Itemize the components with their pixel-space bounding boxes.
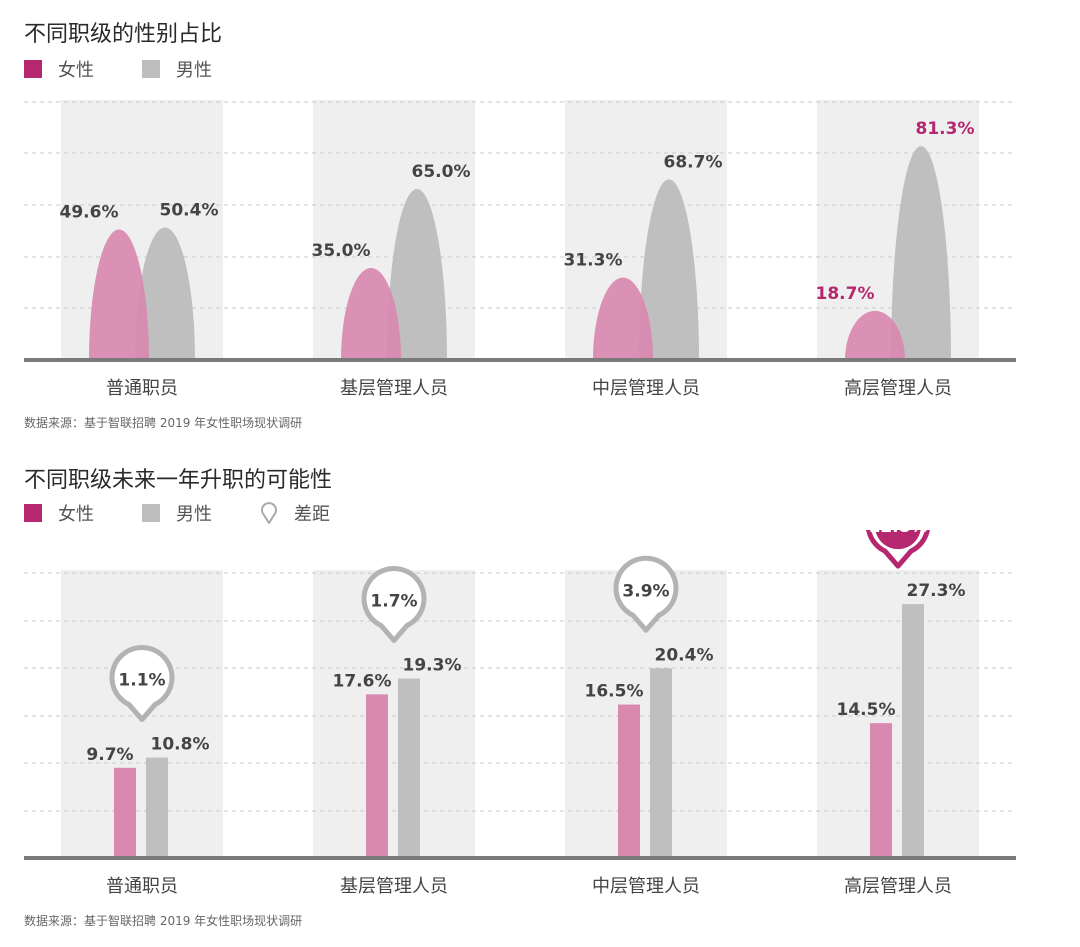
- chart2-plot: 9.7% 10.8% 普通职员 1.1% 17.6% 19.3% 基层管理人员 1.7% 16.…: [24, 530, 1016, 897]
- female-bar: [89, 229, 149, 360]
- gap-pin-fill: [875, 530, 921, 550]
- chart1-source: 数据来源：基于智联招聘 2019 年女性职场现状调研: [24, 416, 303, 430]
- legend2-female-label: 女性: [58, 504, 94, 525]
- female-value-label: 31.3%: [564, 251, 623, 271]
- category-label: 中层管理人员: [592, 876, 700, 897]
- female-swatch: [24, 504, 42, 522]
- gap-value-label: 1.1%: [118, 671, 165, 691]
- legend2-male-label: 男性: [176, 504, 212, 525]
- category-label: 高层管理人员: [844, 876, 952, 897]
- female-value-label: 35.0%: [312, 241, 371, 261]
- female-swatch: [24, 60, 42, 78]
- legend-male: 男性: [142, 56, 212, 82]
- male-value-label: 50.4%: [160, 200, 219, 220]
- pin-icon: [261, 502, 277, 524]
- chart1-title: 不同职级的性别占比: [24, 22, 223, 47]
- legend2-gap: 差距: [260, 500, 330, 526]
- legend-male-label: 男性: [176, 60, 212, 81]
- male-bar: [135, 227, 195, 360]
- female-value-label: 16.5%: [585, 682, 644, 702]
- male-swatch: [142, 504, 160, 522]
- female-bar: [845, 310, 905, 360]
- gap-value-label: 1.7%: [370, 592, 417, 612]
- female-bar: [593, 277, 653, 360]
- legend2-female: 女性: [24, 500, 94, 526]
- female-value-label: 14.5%: [837, 700, 896, 720]
- chart1-legend: 女性 男性: [24, 56, 260, 82]
- category-label: 基层管理人员: [340, 876, 448, 897]
- gap-pin-icon: [109, 645, 175, 723]
- gap-value-label: 12.8%: [869, 530, 928, 537]
- male-bar: [650, 668, 672, 858]
- male-value-label: 81.3%: [916, 119, 975, 139]
- category-label: 基层管理人员: [340, 378, 448, 399]
- male-bar: [398, 678, 420, 858]
- male-value-label: 27.3%: [907, 581, 966, 601]
- male-bar: [639, 179, 699, 360]
- legend-female: 女性: [24, 56, 94, 82]
- male-value-label: 10.8%: [151, 735, 210, 755]
- male-value-label: 20.4%: [655, 645, 714, 665]
- female-value-label: 9.7%: [86, 745, 133, 765]
- gap-value-label: 3.9%: [622, 581, 669, 601]
- category-label: 中层管理人员: [592, 378, 700, 399]
- category-band: [817, 570, 979, 858]
- female-bar: [114, 767, 136, 858]
- category-label: 高层管理人员: [844, 378, 952, 399]
- male-bar: [387, 189, 447, 360]
- gap-pin-icon: [613, 555, 679, 633]
- female-bar: [366, 694, 388, 858]
- female-value-label: 17.6%: [333, 671, 392, 691]
- chart2-title: 不同职级未来一年升职的可能性: [24, 468, 333, 493]
- gap-pin-icon: [361, 565, 427, 644]
- legend-female-label: 女性: [58, 60, 94, 81]
- category-label: 普通职员: [106, 876, 178, 897]
- male-swatch: [142, 60, 160, 78]
- female-bar: [618, 704, 640, 858]
- male-value-label: 68.7%: [664, 152, 723, 172]
- male-bar: [146, 757, 168, 858]
- male-value-label: 65.0%: [412, 162, 471, 182]
- male-value-label: 19.3%: [403, 656, 462, 676]
- female-bar: [341, 267, 401, 360]
- legend2-gap-label: 差距: [294, 504, 330, 525]
- chart2-legend: 女性 男性 差距: [24, 500, 378, 526]
- female-bar: [870, 723, 892, 858]
- male-bar: [902, 604, 924, 858]
- legend2-male: 男性: [142, 500, 212, 526]
- male-bar: [891, 146, 951, 360]
- female-value-label: 18.7%: [816, 284, 875, 304]
- category-label: 普通职员: [106, 378, 178, 399]
- chart2-source: 数据来源：基于智联招聘 2019 年女性职场现状调研: [24, 914, 303, 928]
- female-value-label: 49.6%: [60, 203, 119, 223]
- chart1-plot: 49.6% 50.4% 普通职员 35.0% 65.0% 基层管理人员 31.3% 68.7%…: [24, 100, 1016, 399]
